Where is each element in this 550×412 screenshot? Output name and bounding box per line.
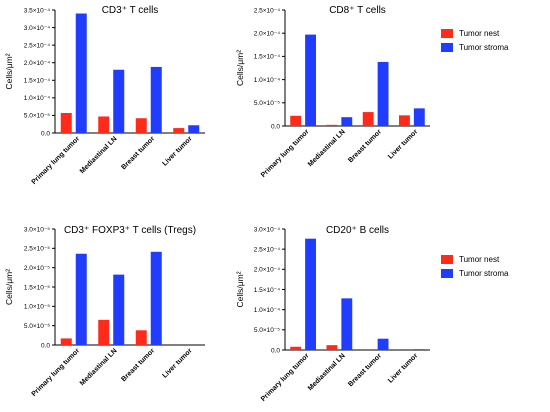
legend-swatch	[441, 43, 453, 52]
bar-tumor-nest	[98, 116, 110, 133]
x-tick-label: Primary lung tumor	[260, 128, 311, 179]
y-tick-label: 5.0×10⁻⁶	[24, 323, 50, 330]
x-tick-label: Breast tumor	[347, 128, 383, 164]
y-tick-label: 3.0×10⁻⁵	[24, 226, 50, 233]
bar-tumor-nest	[362, 112, 374, 126]
legend-swatch	[441, 269, 453, 278]
chart-panel-1: CD3⁺ T cells Cells/μm² 0.0 5.0×10⁻⁵ 1.0×10⁻⁴…	[4, 5, 205, 186]
legend-label: Tumor nest	[459, 29, 500, 38]
y-tick-label: 2.0×10⁻⁴	[254, 31, 280, 38]
legend-label: Tumor stroma	[459, 269, 509, 278]
bar-tumor-nest	[326, 345, 338, 350]
y-tick-label: 0.0	[41, 130, 50, 137]
y-tick-label: 3.0×10⁻⁴	[24, 25, 50, 32]
y-tick-label: 1.0×10⁻⁴	[24, 95, 50, 102]
x-tick-label: Breast tumor	[347, 352, 383, 388]
bar-tumor-stroma	[113, 274, 125, 345]
x-tick-label: Liver tumor	[387, 352, 419, 384]
bar-tumor-nest	[135, 118, 147, 133]
bar-tumor-nest	[290, 346, 302, 350]
legend-label: Tumor stroma	[459, 43, 509, 52]
bar-tumor-nest	[290, 115, 302, 126]
bar-tumor-stroma	[113, 69, 125, 133]
y-tick-label: 1.5×10⁻⁴	[254, 287, 280, 294]
bar-tumor-nest	[60, 338, 72, 345]
y-tick-label: 1.5×10⁻⁴	[24, 78, 50, 85]
bar-tumor-nest	[98, 319, 110, 345]
bar-tumor-stroma	[150, 66, 162, 133]
x-tick-label: Breast tumor	[120, 135, 156, 171]
y-tick-label: 2.5×10⁻⁴	[24, 42, 50, 49]
y-tick-label: 3.5×10⁻⁴	[24, 7, 50, 14]
bar-tumor-stroma	[75, 13, 87, 134]
y-axis-label: Cells/μm²	[235, 50, 245, 86]
y-tick-label: 1.5×10⁻⁵	[24, 284, 50, 291]
legend-swatch	[441, 29, 453, 38]
y-tick-label: 5.0×10⁻⁵	[24, 113, 50, 120]
y-tick-label: 2.0×10⁻⁴	[24, 60, 50, 67]
chart-title: CD20⁺ B cells	[326, 225, 389, 236]
y-tick-label: 3.0×10⁻⁴	[254, 226, 280, 233]
bar-tumor-stroma	[377, 338, 389, 350]
bar-tumor-nest	[173, 128, 185, 133]
legend-swatch	[441, 255, 453, 264]
bar-tumor-stroma	[413, 108, 425, 126]
y-tick-label: 1.5×10⁻⁴	[254, 54, 280, 61]
bar-tumor-nest	[60, 112, 72, 133]
x-tick-label: Primary lung tumor	[260, 352, 311, 403]
x-tick-label: Primary lung tumor	[31, 347, 82, 398]
chart-title: CD8⁺ T cells	[329, 5, 386, 16]
bar-tumor-stroma	[305, 34, 316, 127]
bar-tumor-nest	[326, 124, 338, 126]
x-tick-label: Liver tumor	[161, 347, 193, 379]
y-tick-label: 1.0×10⁻⁴	[254, 77, 280, 84]
y-tick-label: 0.0	[271, 123, 280, 130]
bar-tumor-nest	[135, 330, 147, 345]
bar-tumor-stroma	[188, 125, 200, 133]
x-tick-label: Liver tumor	[387, 128, 419, 160]
y-tick-label: 0.0	[271, 347, 280, 354]
bar-tumor-stroma	[413, 349, 425, 350]
chart-panel-3: CD3⁺ FOXP3⁺ T cells (Tregs) Cells/μm² 0.0 5…	[4, 225, 205, 398]
bar-tumor-stroma	[377, 61, 389, 126]
y-tick-label: 5.0×10⁻⁵	[254, 327, 280, 334]
y-tick-label: 5.0×10⁻⁵	[254, 100, 280, 107]
y-tick-label: 0.0	[41, 342, 50, 349]
bar-tumor-stroma	[305, 238, 316, 350]
chart-title: CD3⁺ T cells	[102, 5, 159, 16]
y-tick-label: 2.5×10⁻⁴	[254, 7, 280, 14]
bar-tumor-stroma	[341, 117, 353, 126]
y-tick-label: 2.5×10⁻⁵	[24, 246, 50, 253]
chart-panel-4: CD20⁺ B cells Cells/μm² 0.0 5.0×10⁻⁵ 1.0×10⁻…	[235, 225, 509, 403]
y-tick-label: 2.0×10⁻⁴	[254, 267, 280, 274]
y-tick-label: 1.0×10⁻⁵	[24, 304, 50, 311]
x-tick-label: Breast tumor	[120, 347, 156, 383]
x-tick-label: Liver tumor	[161, 135, 193, 167]
x-tick-label: Mediastinal LN	[79, 135, 119, 175]
x-tick-label: Mediastinal LN	[307, 352, 347, 392]
y-axis-label: Cells/μm²	[4, 269, 14, 305]
chart-title: CD3⁺ FOXP3⁺ T cells (Tregs)	[64, 225, 196, 236]
y-tick-label: 2.0×10⁻⁵	[24, 265, 50, 272]
legend-label: Tumor nest	[459, 255, 500, 264]
x-tick-label: Primary lung tumor	[31, 135, 82, 186]
chart-panel-2: CD8⁺ T cells Cells/μm² 0.0 5.0×10⁻⁵ 1.0×10⁻⁴…	[235, 5, 509, 179]
x-tick-label: Mediastinal LN	[307, 128, 347, 168]
y-axis-label: Cells/μm²	[235, 271, 245, 307]
y-tick-label: 1.0×10⁻⁴	[254, 307, 280, 314]
bar-tumor-stroma	[75, 253, 87, 345]
x-tick-label: Mediastinal LN	[79, 347, 119, 387]
bar-tumor-stroma	[341, 298, 353, 350]
y-tick-label: 2.5×10⁻⁴	[254, 246, 280, 253]
bar-tumor-stroma	[150, 251, 162, 345]
y-axis-label: Cells/μm²	[4, 53, 14, 89]
bar-tumor-nest	[399, 115, 410, 126]
